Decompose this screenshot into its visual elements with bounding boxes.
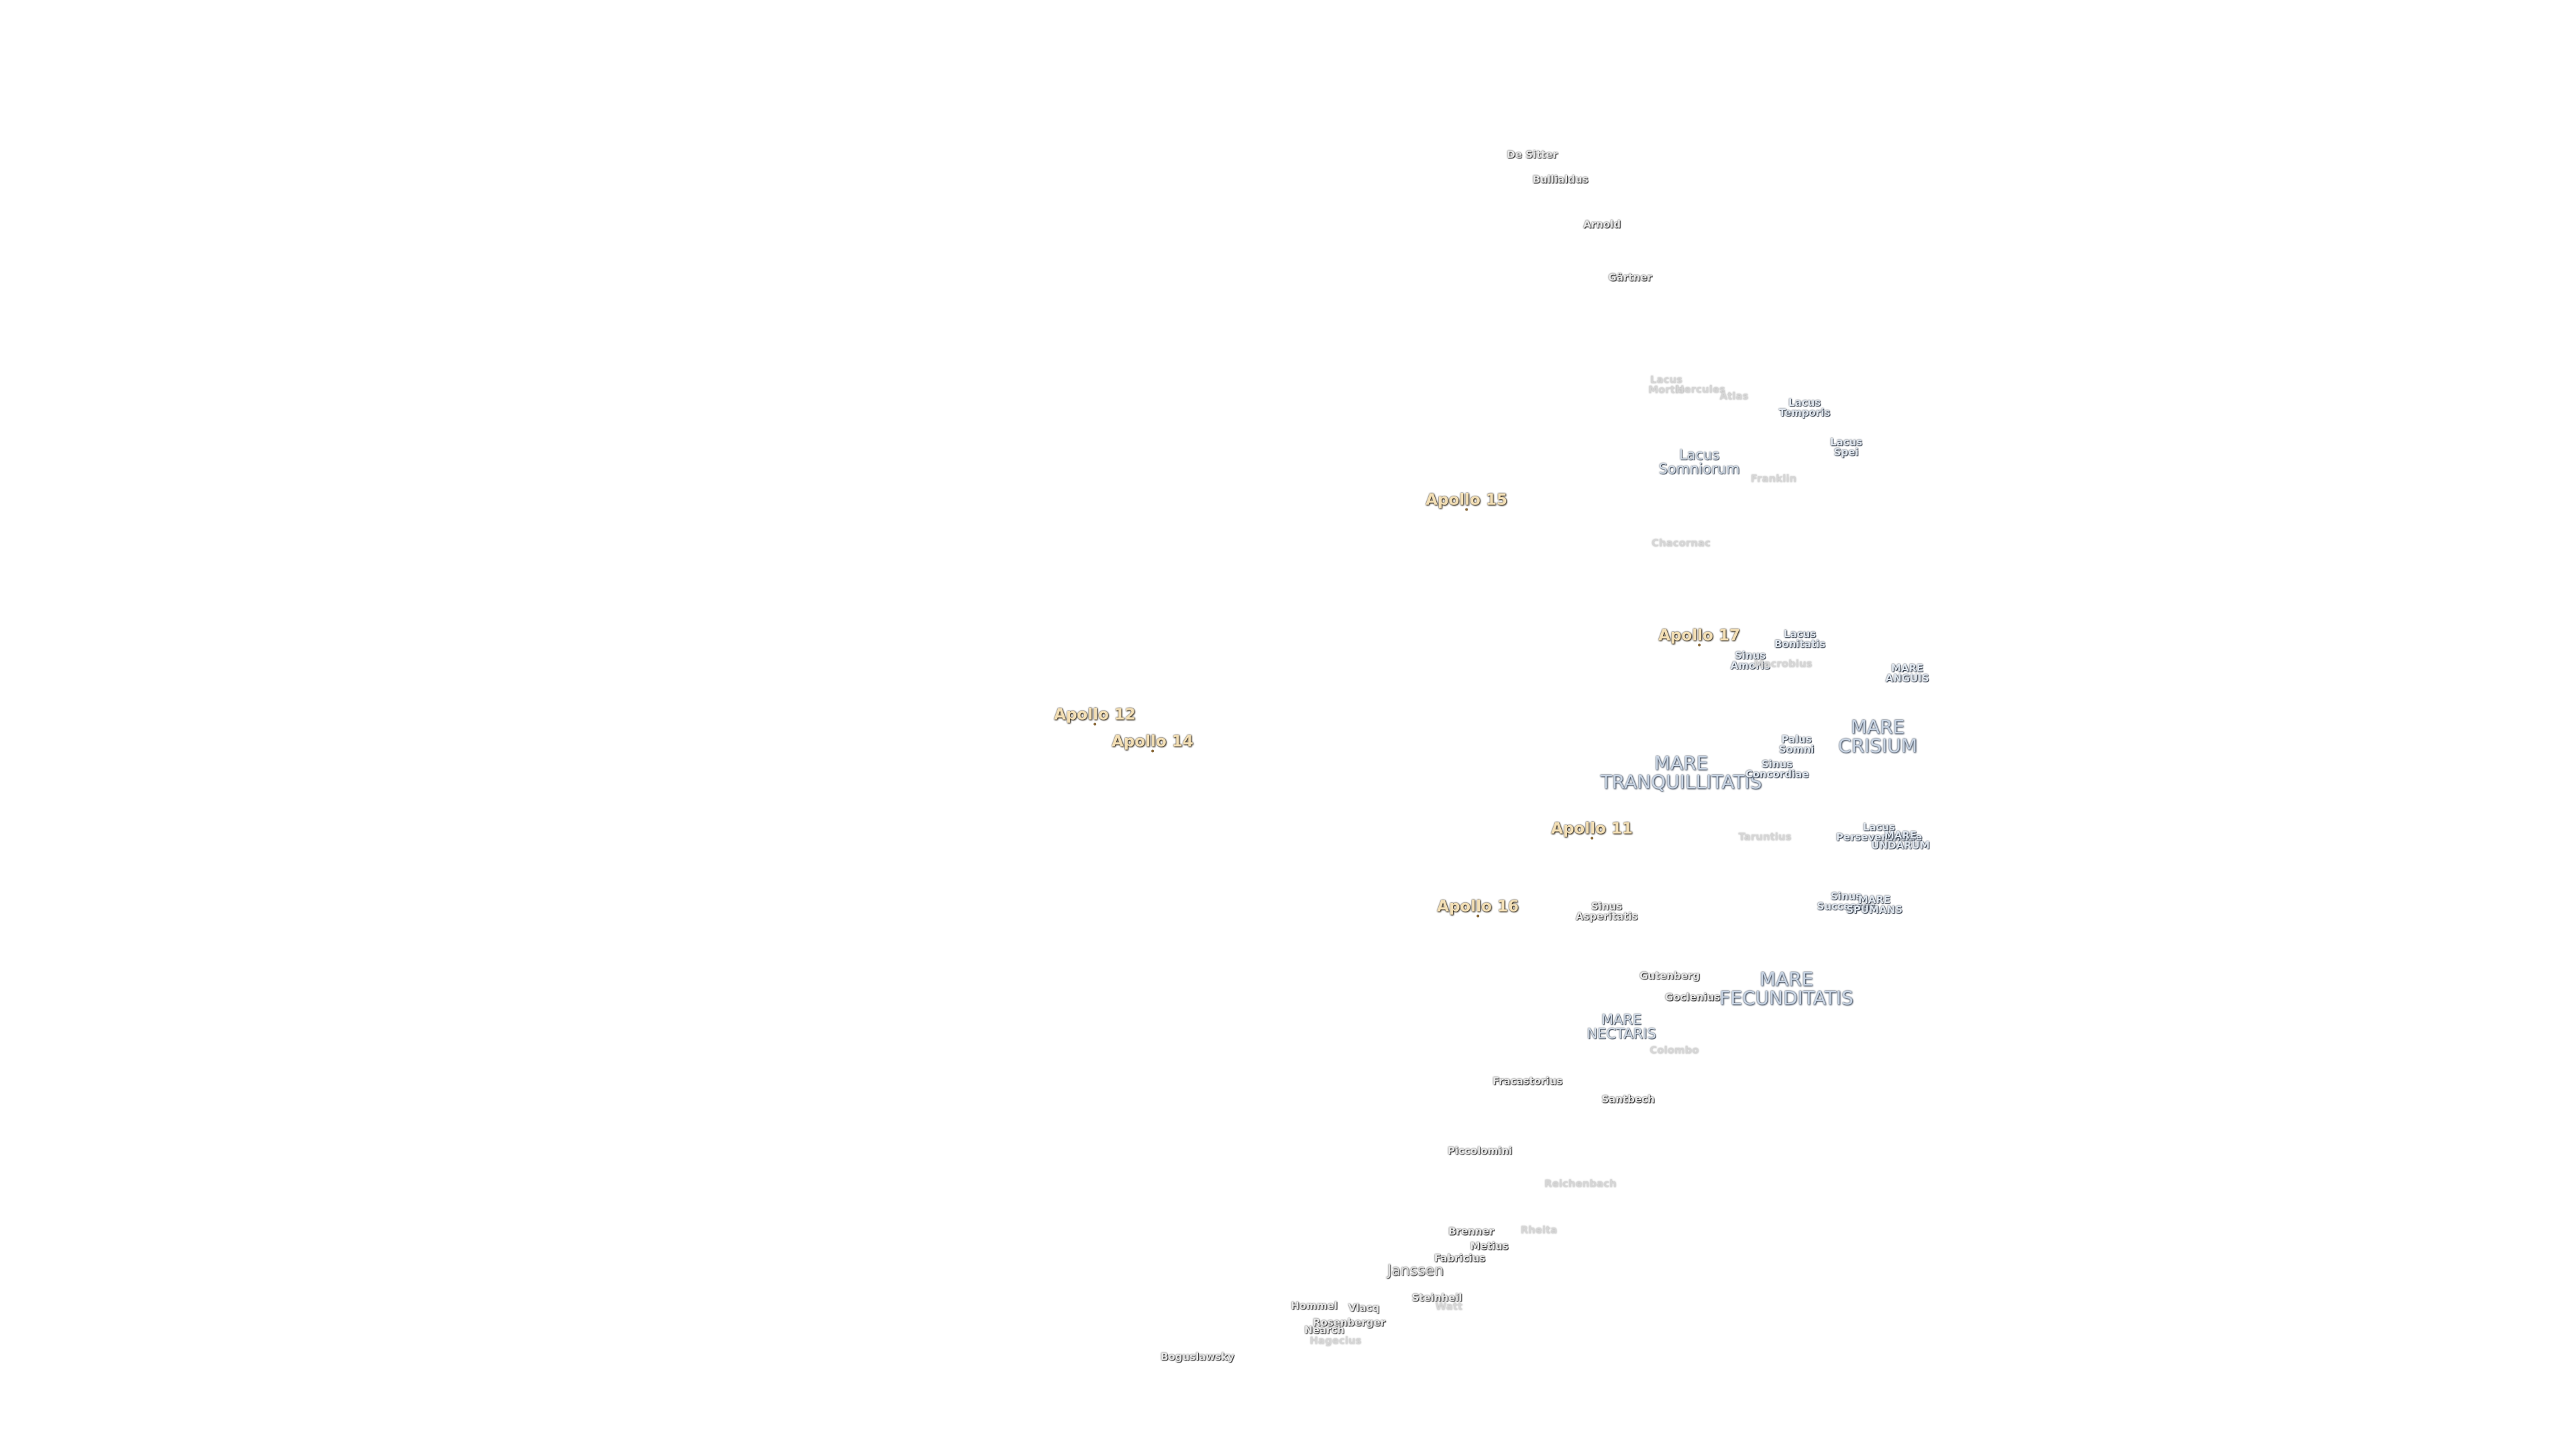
map-label: Lacus Spei — [1829, 436, 1863, 458]
mare-label: MARE FECUNDITATIS — [1719, 968, 1854, 1009]
map-label: MARE ANGUIS — [1885, 662, 1929, 684]
map-label: Brenner — [1448, 1225, 1494, 1238]
apollo-site: Apollo 17 — [1658, 628, 1740, 647]
map-label: Taruntius — [1738, 830, 1792, 843]
map-label: Franklin — [1750, 472, 1797, 485]
map-label: Hommel — [1291, 1299, 1338, 1312]
map-label: Steinheil — [1411, 1291, 1462, 1304]
map-label: Macrobius — [1754, 657, 1813, 670]
map-label: Lacus Bonitatis — [1774, 628, 1826, 650]
map-label: Chacornac — [1651, 537, 1711, 549]
map-label: Rheita — [1520, 1224, 1558, 1236]
map-label: Sinus Successus — [1817, 890, 1876, 912]
map-label: Janssen — [1387, 1263, 1444, 1279]
apollo-site: Apollo 15 — [1426, 492, 1507, 511]
map-label: Lacus Temporis — [1778, 396, 1831, 419]
map-label: Boguslawsky — [1161, 1350, 1234, 1363]
map-label: Bullialdus — [1532, 173, 1589, 186]
map-label: Lacus Perseverantiae — [1835, 821, 1923, 843]
map-label: Atlas — [1719, 390, 1749, 402]
map-label: MARE UNDARUM — [1871, 829, 1930, 851]
map-label: Sinus Amoris — [1730, 649, 1770, 672]
map-label: Lacus Somniorum — [1658, 447, 1740, 477]
map-label: Colombo — [1650, 1044, 1699, 1057]
mare-label: MARE NECTARIS — [1587, 1012, 1656, 1042]
map-label: Hercules — [1676, 383, 1725, 396]
map-label: Santbech — [1601, 1093, 1655, 1106]
map-label: Metius — [1470, 1240, 1509, 1252]
map-label: Palus Somni — [1778, 733, 1815, 755]
map-label: Fracastorius — [1492, 1075, 1563, 1087]
apollo-site: Apollo 11 — [1551, 821, 1633, 840]
map-label: Sinus Asperitatis — [1575, 900, 1638, 922]
map-label: Piccolomini — [1447, 1144, 1513, 1157]
map-label: Gärtner — [1608, 271, 1652, 284]
map-label: Vlacq — [1348, 1301, 1380, 1314]
mare-label: MARE CRISIUM — [1838, 716, 1917, 757]
map-label: Goclenius — [1664, 991, 1721, 1004]
map-label: Rosenberger — [1312, 1316, 1386, 1329]
map-label: Lacus Mortis — [1648, 374, 1684, 396]
map-label: De Sitter — [1507, 148, 1558, 161]
apollo-site: Apollo 16 — [1437, 899, 1519, 918]
map-label: Sinus Concordiae — [1745, 758, 1809, 780]
apollo-site: Apollo 12 — [1054, 707, 1136, 726]
map-label: Gutenberg — [1639, 969, 1701, 982]
map-label: Hagecius — [1309, 1334, 1362, 1347]
mare-label: MARE TRANQUILLITATIS — [1600, 752, 1762, 793]
map-label: MARE SPUMANS — [1846, 894, 1902, 916]
map-label: Nearch — [1304, 1324, 1344, 1336]
map-label: Watt — [1435, 1300, 1463, 1313]
map-label: Reichenbach — [1544, 1177, 1617, 1190]
apollo-site: Apollo 14 — [1112, 734, 1193, 753]
map-label: Fabricius — [1434, 1252, 1486, 1265]
map-label: Arnold — [1583, 218, 1621, 231]
